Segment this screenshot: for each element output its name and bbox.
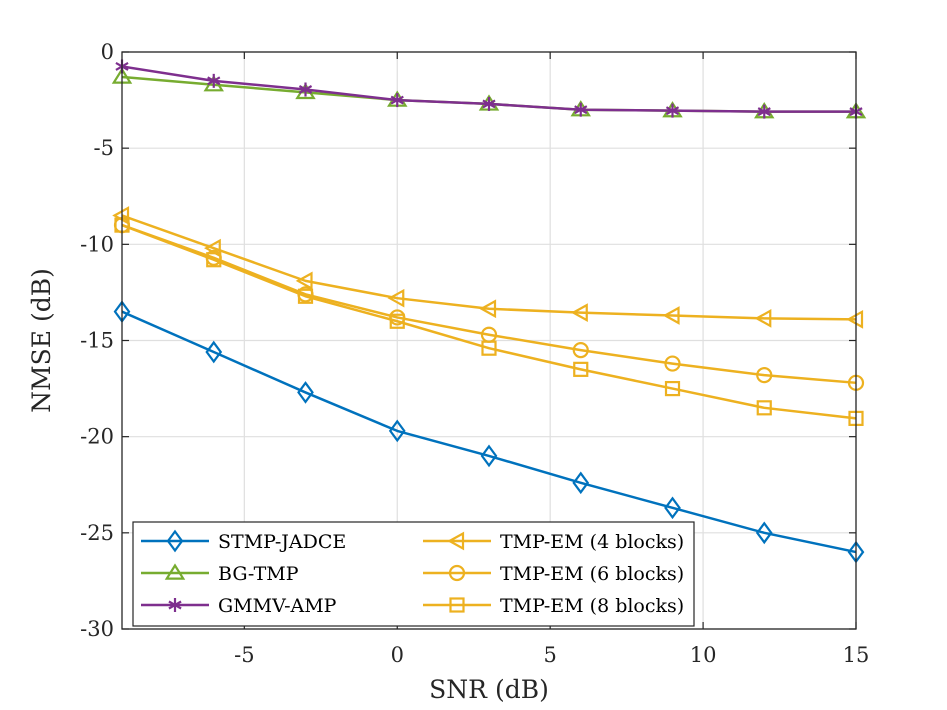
asterisk-stroke — [574, 105, 588, 115]
data-point — [295, 271, 313, 291]
data-point — [481, 340, 497, 356]
legend-entry: TMP-EM (6 blocks) — [423, 563, 684, 585]
asterisk-stroke — [482, 99, 496, 109]
asterisk-stroke — [207, 76, 221, 86]
asterisk-stroke — [390, 95, 404, 105]
legend-label: TMP-EM (4 blocks) — [500, 531, 684, 553]
data-point — [756, 400, 772, 416]
data-point — [662, 306, 680, 325]
x-tick-label: 0 — [391, 643, 404, 667]
data-point — [570, 303, 588, 322]
data-point — [755, 521, 773, 545]
data-point — [664, 355, 681, 372]
data-point — [846, 309, 864, 329]
data-point — [387, 288, 405, 308]
y-axis-title: NMSE (dB) — [27, 268, 56, 413]
x-tick-label: 5 — [543, 643, 556, 667]
y-tick-label: -10 — [80, 232, 114, 256]
data-point — [480, 444, 498, 468]
data-point — [482, 96, 496, 111]
y-tick-label: -5 — [94, 136, 114, 160]
series-line — [121, 223, 857, 385]
series-group — [111, 59, 867, 564]
series-line — [121, 310, 857, 554]
data-point — [664, 496, 681, 520]
asterisk-stroke — [168, 600, 182, 610]
legend-marker — [448, 564, 466, 582]
series-line — [121, 214, 857, 321]
axis-ticks: -5 0 5 10 15 0 -5 -10 -15 -20 -25 -30 — [80, 40, 869, 667]
legend-marker — [449, 597, 465, 613]
legend-label: TMP-EM (6 blocks) — [500, 563, 684, 585]
y-tick-label: -15 — [80, 329, 114, 353]
asterisk-stroke — [757, 107, 771, 117]
series-line — [121, 223, 857, 420]
data-point — [754, 309, 772, 328]
legend-marker — [168, 598, 182, 612]
legend-entry: TMP-EM (4 blocks) — [423, 531, 684, 553]
legend: STMP-JADCE BG-TMP GMMV-AMP TMP-EM (4 blocks… — [132, 521, 695, 627]
data-point — [297, 288, 314, 304]
legend-marker — [164, 563, 186, 580]
data-point — [205, 340, 223, 364]
legend-label: BG-TMP — [218, 563, 299, 585]
data-point — [207, 73, 221, 88]
data-point — [757, 104, 771, 119]
asterisk-stroke — [665, 106, 680, 116]
legend-entry: STMP-JADCE — [141, 529, 346, 553]
data-point — [297, 381, 314, 404]
legend-entry: BG-TMP — [141, 563, 299, 585]
legend-label: TMP-EM (8 blocks) — [500, 595, 684, 617]
legend-marker — [166, 529, 184, 553]
data-point — [388, 419, 406, 443]
x-tick-label: 10 — [690, 643, 717, 667]
asterisk-stroke — [298, 85, 313, 94]
data-point — [390, 93, 404, 108]
data-point — [664, 380, 681, 397]
series-tmp-em-8-blocks — [114, 217, 864, 426]
x-tick-label: -5 — [234, 643, 254, 667]
x-axis-title: SNR (dB) — [429, 675, 549, 704]
data-point — [573, 361, 589, 377]
y-tick-label: -25 — [80, 521, 114, 545]
data-point — [756, 367, 773, 384]
data-point — [206, 252, 222, 268]
data-point — [574, 102, 588, 117]
x-tick-label: 15 — [843, 643, 870, 667]
legend-marker — [447, 531, 465, 551]
y-tick-label: -30 — [80, 617, 114, 641]
y-tick-label: 0 — [101, 40, 114, 64]
legend-label: STMP-JADCE — [218, 531, 346, 553]
data-point — [665, 103, 680, 118]
data-point — [572, 471, 590, 495]
legend-box — [132, 521, 695, 627]
data-point — [298, 82, 313, 97]
legend-entry: GMMV-AMP — [141, 595, 337, 617]
legend-entry: TMP-EM (8 blocks) — [423, 595, 684, 617]
y-tick-label: -20 — [80, 425, 114, 449]
data-point — [572, 342, 589, 359]
data-point — [389, 313, 405, 329]
legend-label: GMMV-AMP — [218, 595, 337, 617]
data-point — [479, 299, 497, 319]
